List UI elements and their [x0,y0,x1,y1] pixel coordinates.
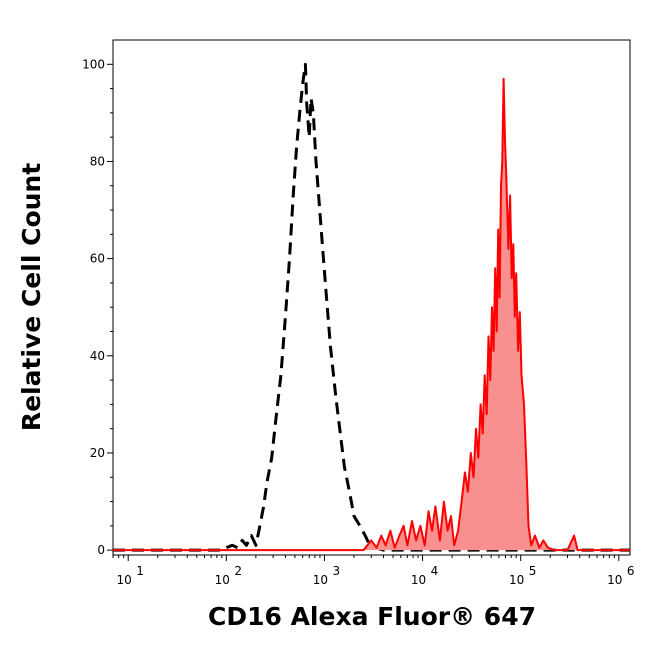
series-1-fill [113,78,630,551]
y-tick-label: 40 [90,349,105,363]
x-tick-exponent: 6 [627,564,635,578]
x-tick-exponent: 4 [431,564,439,578]
y-axis-title: Relative Cell Count [17,163,46,431]
x-tick-label: 10 [313,573,328,587]
x-tick-label: 10 [215,573,230,587]
x-tick-exponent: 3 [332,564,340,578]
plot-frame [112,39,631,556]
series-layer [113,62,630,552]
x-tick-label: 10 [607,573,622,587]
series-0-line [113,62,630,552]
x-axis-title: CD16 Alexa Fluor® 647 [208,602,536,631]
y-tick-label: 100 [82,57,105,71]
x-axis: 10 1 10 2 10 3 10 4 10 5 10 6 [112,555,635,587]
series-1-line [113,77,630,552]
y-tick-label: 60 [90,252,105,266]
y-tick-label: 20 [90,446,105,460]
x-tick-label: 10 [411,573,426,587]
x-tick-exponent: 5 [529,564,537,578]
y-axis: 0 20 40 60 80 100 [82,57,113,557]
x-tick-label: 10 [509,573,524,587]
x-tick-label: 10 [117,573,132,587]
y-tick-label: 0 [97,543,105,557]
x-tick-exponent: 2 [234,564,242,578]
y-tick-label: 80 [90,154,105,168]
x-tick-exponent: 1 [136,564,144,578]
